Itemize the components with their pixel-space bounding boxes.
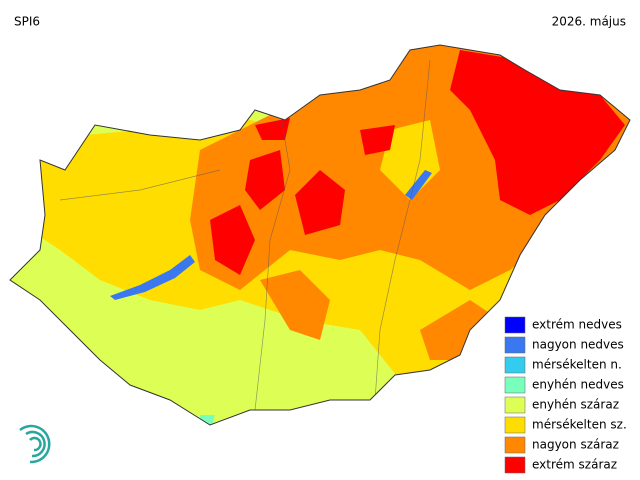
legend-swatch xyxy=(504,456,526,474)
region xyxy=(420,300,500,360)
legend: extrém nedves nagyon nedves mérsékelten n.… xyxy=(504,316,627,474)
legend-label: nagyon nedves xyxy=(532,338,624,352)
map-date: 2026. május xyxy=(552,15,626,29)
legend-swatch xyxy=(504,396,526,414)
region xyxy=(110,255,195,300)
legend-label: extrém száraz xyxy=(532,458,617,472)
legend-label: mérsékelten sz. xyxy=(532,418,627,432)
legend-swatch xyxy=(504,376,526,394)
legend-swatch xyxy=(504,416,526,434)
legend-label: enyhén nedves xyxy=(532,378,624,392)
legend-label: enyhén száraz xyxy=(532,398,619,412)
legend-swatch xyxy=(504,336,526,354)
legend-label: mérsékelten n. xyxy=(532,358,622,372)
legend-swatch xyxy=(504,436,526,454)
logo xyxy=(19,424,51,464)
legend-swatch xyxy=(504,356,526,374)
region xyxy=(260,270,330,340)
region xyxy=(210,205,255,275)
map-title: SPI6 xyxy=(14,15,40,29)
region xyxy=(360,125,395,155)
region xyxy=(255,118,290,140)
legend-swatch xyxy=(504,316,526,334)
legend-label: nagyon száraz xyxy=(532,438,619,452)
region xyxy=(245,150,285,210)
region xyxy=(295,170,345,235)
region xyxy=(450,50,625,215)
legend-label: extrém nedves xyxy=(532,318,622,332)
